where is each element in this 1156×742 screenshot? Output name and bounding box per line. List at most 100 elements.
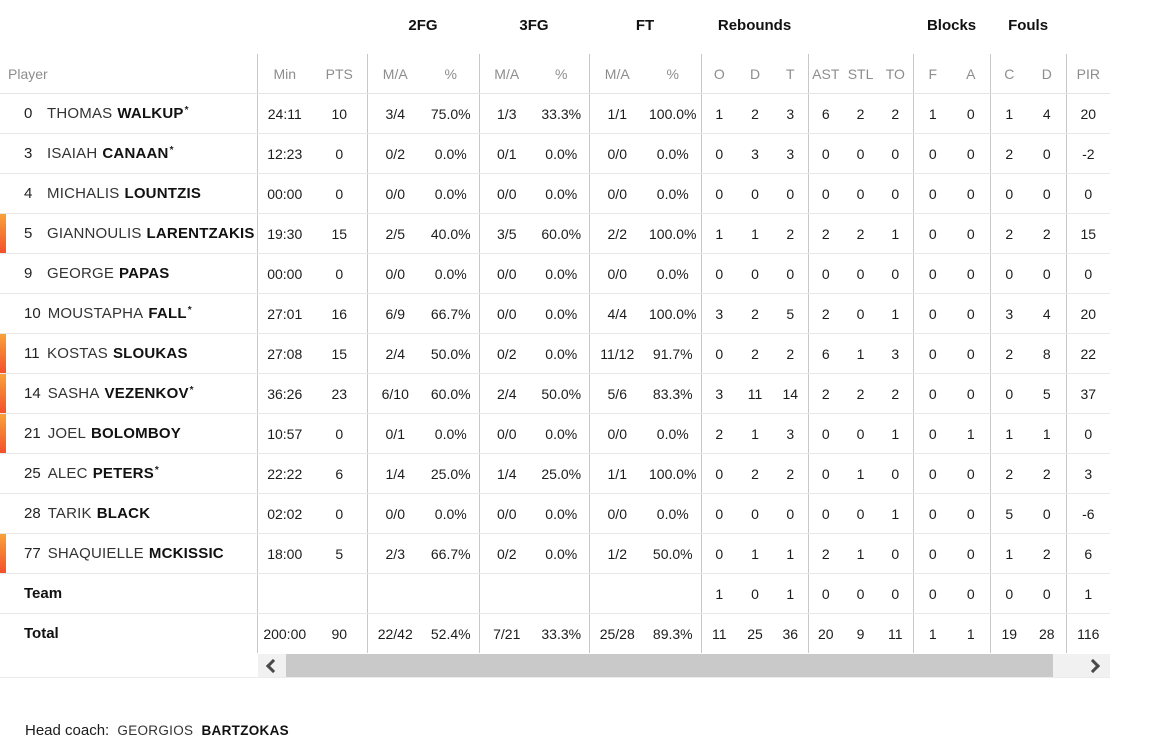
stat-pir: 20 xyxy=(1065,293,1111,334)
horizontal-scrollbar[interactable] xyxy=(258,654,1110,677)
stat-foul-drawn: 0 xyxy=(1028,133,1067,174)
stat-2fg-ma: 6/9 xyxy=(366,293,423,334)
player-name-cell[interactable]: 77 SHAQUIELLE MCKISSIC xyxy=(0,533,257,574)
stat-2fg-pct: 0.0% xyxy=(423,493,479,534)
box-score-table: 2FG 3FG FT Rebounds Blocks Fouls Player … xyxy=(0,0,1111,653)
player-first-name: THOMAS xyxy=(47,105,113,122)
group-header-blocks: Blocks xyxy=(926,16,977,34)
player-name-cell[interactable]: 14 SASHA VEZENKOV* xyxy=(0,373,257,414)
col-header-min: Min xyxy=(256,54,312,94)
stat-ast: 0 xyxy=(807,453,844,494)
stat-reb-d: 2 xyxy=(737,293,774,334)
player-last-name: VEZENKOV xyxy=(104,385,189,402)
stat-3fg-ma: 0/1 xyxy=(478,133,534,174)
jersey-number: 3 xyxy=(24,145,33,162)
stat-reb-t: 2 xyxy=(773,453,809,494)
stat-3fg-ma: 3/5 xyxy=(478,213,534,254)
stat-reb-o: 3 xyxy=(700,293,738,334)
stat-ft-pct: 83.3% xyxy=(645,373,702,414)
col-header-ast: AST xyxy=(807,54,844,94)
stat-to: 0 xyxy=(878,533,914,574)
head-coach-label: Head coach: xyxy=(25,722,110,739)
col-header-ft-pct: % xyxy=(645,54,702,94)
player-first-name: MICHALIS xyxy=(47,185,120,202)
stat-foul-committed: 2 xyxy=(989,213,1029,254)
table-bottom-divider xyxy=(0,677,1110,678)
on-court-indicator xyxy=(0,534,6,573)
stat-ast: 0 xyxy=(807,133,844,174)
stat-to: 0 xyxy=(878,133,914,174)
stat-3fg-ma: 0/2 xyxy=(478,333,534,374)
stat-reb-t: 2 xyxy=(773,333,809,374)
box-score-panel: 2FG 3FG FT Rebounds Blocks Fouls Player … xyxy=(0,0,1111,678)
stat-3fg-ma: 0/0 xyxy=(478,173,534,214)
player-last-name: LARENTZAKIS xyxy=(146,225,255,242)
starter-asterisk: * xyxy=(184,105,189,116)
stat-min: 200:00 xyxy=(256,613,312,653)
stat-reb-t: 0 xyxy=(773,493,809,534)
stat-group-header-row: 2FG 3FG FT Rebounds Blocks Fouls xyxy=(0,0,1110,54)
stat-to: 1 xyxy=(878,413,914,454)
stat-reb-d: 2 xyxy=(737,93,774,134)
scroll-right-button[interactable] xyxy=(1053,654,1110,677)
player-first-name: GEORGE xyxy=(47,265,115,282)
stat-ft-ma: 0/0 xyxy=(588,133,645,174)
stat-3fg-pct: 0.0% xyxy=(534,333,589,374)
stat-pir: 116 xyxy=(1065,613,1111,653)
stat-reb-t: 0 xyxy=(773,173,809,214)
stat-foul-committed: 2 xyxy=(989,133,1029,174)
stat-min: 00:00 xyxy=(256,253,312,294)
stat-ast: 0 xyxy=(807,573,844,614)
stat-ast: 0 xyxy=(807,493,844,534)
stat-3fg-ma: 7/21 xyxy=(478,613,534,653)
player-name-cell[interactable]: 21 JOEL BOLOMBOY xyxy=(0,413,257,454)
stat-ast: 0 xyxy=(807,253,844,294)
col-header-player: Player xyxy=(0,54,257,94)
stat-stl: 1 xyxy=(843,453,879,494)
stat-ast: 2 xyxy=(807,373,844,414)
stat-3fg-ma xyxy=(478,573,534,614)
stat-3fg-pct: 0.0% xyxy=(534,133,589,174)
stat-blk-favour: 0 xyxy=(912,333,953,374)
stat-ft-pct: 0.0% xyxy=(645,253,702,294)
stat-stl: 2 xyxy=(843,93,879,134)
scroll-left-button[interactable] xyxy=(258,654,286,677)
stat-2fg-ma: 0/0 xyxy=(366,173,423,214)
stat-pts xyxy=(312,573,367,614)
player-name-cell[interactable]: 28 TARIK BLACK xyxy=(0,493,257,534)
stat-stl: 2 xyxy=(843,373,879,414)
chevron-right-icon xyxy=(1085,658,1101,673)
row-label-cell: Team xyxy=(0,573,257,614)
stat-pir: 1 xyxy=(1065,573,1111,614)
stat-min: 36:26 xyxy=(256,373,312,414)
player-name-cell[interactable]: 0 THOMAS WALKUP* xyxy=(0,93,257,134)
player-row: 11 KOSTAS SLOUKAS 27:08 15 2/4 50.0% 0/2 0.0% 11/… xyxy=(0,333,1111,374)
player-name-cell[interactable]: 25 ALEC PETERS* xyxy=(0,453,257,494)
player-name-cell[interactable]: 9 GEORGE PAPAS xyxy=(0,253,257,294)
stat-ast: 2 xyxy=(807,213,844,254)
jersey-number: 28 xyxy=(24,505,41,522)
stat-reb-o: 0 xyxy=(700,133,738,174)
stat-reb-t: 3 xyxy=(773,93,809,134)
player-name-cell[interactable]: 10 MOUSTAPHA FALL* xyxy=(0,293,257,334)
stat-min: 27:08 xyxy=(256,333,312,374)
player-name-cell[interactable]: 5 GIANNOULIS LARENTZAKIS xyxy=(0,213,257,254)
stat-reb-d: 1 xyxy=(737,533,774,574)
col-header-reb-t: T xyxy=(773,54,809,94)
stat-3fg-pct: 25.0% xyxy=(534,453,589,494)
stat-3fg-ma: 0/0 xyxy=(478,413,534,454)
player-name-cell[interactable]: 11 KOSTAS SLOUKAS xyxy=(0,333,257,374)
player-row: 10 MOUSTAPHA FALL* 27:01 16 6/9 66.7% 0/0 0.0% 4/… xyxy=(0,293,1111,334)
col-header-blk-a: A xyxy=(952,54,991,94)
stat-ft-pct: 0.0% xyxy=(645,413,702,454)
stat-ast: 0 xyxy=(807,173,844,214)
col-header-3fg-pct: % xyxy=(534,54,589,94)
scrollbar-thumb[interactable] xyxy=(286,654,1053,677)
player-name-cell[interactable]: 3 ISAIAH CANAAN* xyxy=(0,133,257,174)
player-first-name: JOEL xyxy=(47,425,87,442)
stat-2fg-pct: 0.0% xyxy=(423,253,479,294)
stat-3fg-pct: 0.0% xyxy=(534,493,589,534)
stat-2fg-pct: 60.0% xyxy=(423,373,479,414)
player-last-name: SLOUKAS xyxy=(112,345,188,362)
player-name-cell[interactable]: 4 MICHALIS LOUNTZIS xyxy=(0,173,257,214)
